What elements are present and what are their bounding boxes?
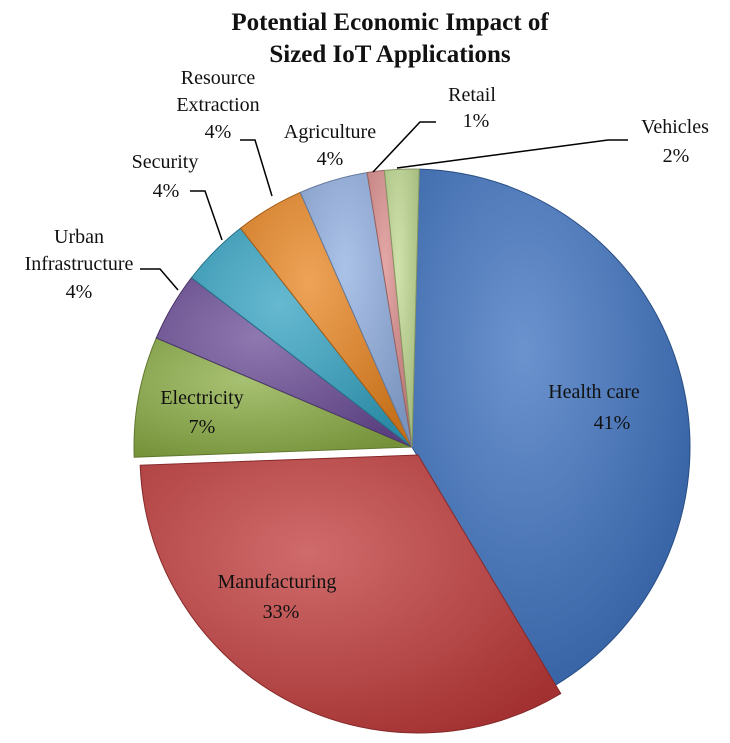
name-label-health-care: Health care <box>548 381 640 403</box>
slice-vehicles <box>383 168 420 448</box>
leader-line-retail <box>372 121 436 173</box>
name-label-electricity: Electricity <box>160 387 243 409</box>
pct-label-health-care: 41% <box>594 412 631 434</box>
pct-label-manufacturing: 33% <box>263 601 300 623</box>
slice-electricity <box>133 337 413 458</box>
pct-label-retail: 1% <box>463 110 490 132</box>
name-label-resource-extraction: Resource <box>181 67 256 89</box>
chart-title: Potential Economic Impact of Sized IoT A… <box>231 9 549 68</box>
leader-line-vehicles <box>396 139 628 169</box>
chart-title-line-2: Sized IoT Applications <box>269 41 511 68</box>
leader-line-security <box>190 190 223 241</box>
name-label-resource-extraction: Extraction <box>176 94 259 116</box>
name-label-manufacturing: Manufacturing <box>218 571 337 593</box>
leader-lines <box>140 121 628 291</box>
name-label-retail: Retail <box>448 84 496 106</box>
slice-labels: Health care 41% Manufacturing 33% Electricit… <box>25 67 710 623</box>
pct-label-urban-infrastructure: 4% <box>66 281 93 303</box>
pct-label-vehicles: 2% <box>663 145 690 167</box>
name-label-agriculture: Agriculture <box>284 121 376 143</box>
name-label-urban-infrastructure: Infrastructure <box>25 253 134 275</box>
leader-line-urban-infrastructure <box>140 268 179 291</box>
slice-health-care <box>411 168 691 687</box>
chart-title-line-1: Potential Economic Impact of <box>231 9 549 36</box>
leader-line-resource-extraction <box>240 139 273 197</box>
pct-label-resource-extraction: 4% <box>205 121 232 143</box>
pct-label-security: 4% <box>153 180 180 202</box>
name-label-security: Security <box>132 151 199 173</box>
name-label-vehicles: Vehicles <box>641 116 709 138</box>
pie-slices <box>133 168 691 734</box>
pct-label-agriculture: 4% <box>317 148 344 170</box>
pct-label-electricity: 7% <box>189 416 216 438</box>
name-label-urban-infrastructure: Urban <box>54 226 104 248</box>
slice-manufacturing <box>139 454 562 734</box>
